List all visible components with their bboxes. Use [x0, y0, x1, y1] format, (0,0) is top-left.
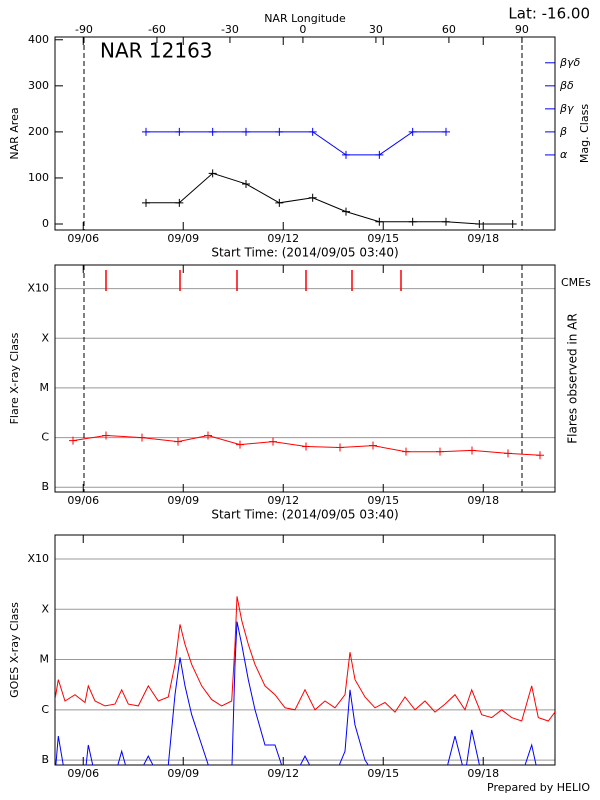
point-marker — [375, 217, 384, 226]
x-tick-label: 09/18 — [467, 232, 499, 245]
point-marker — [138, 433, 146, 442]
x-tick-label: 09/18 — [467, 767, 499, 780]
point-marker — [308, 193, 317, 202]
y-axis-title: Flare X-ray Class — [8, 332, 21, 424]
point-marker — [442, 217, 450, 226]
x-tick-label: 09/09 — [167, 767, 199, 780]
series-line — [146, 172, 513, 225]
x-axis-title: Start Time: (2014/09/05 03:40) — [211, 508, 398, 522]
x-tick-label: 09/06 — [67, 232, 99, 245]
point-marker — [375, 150, 384, 159]
point-marker — [175, 198, 184, 207]
x-tick-label: 09/12 — [267, 494, 299, 507]
y-tick-label: B — [41, 753, 49, 766]
point-marker — [142, 127, 150, 136]
panel-title: NAR 12163 — [100, 39, 213, 63]
x-tick-label: 09/12 — [267, 767, 299, 780]
x2-tick-label: 0 — [299, 23, 306, 36]
point-marker — [208, 127, 217, 136]
x2-tick-label: -60 — [148, 23, 166, 36]
point-marker — [269, 437, 277, 446]
point-marker — [142, 198, 150, 207]
point-marker — [536, 451, 544, 460]
y-tick-label: C — [41, 703, 49, 716]
point-marker — [475, 220, 484, 229]
y2-tick-label: βγ — [559, 102, 574, 115]
point-marker — [208, 169, 217, 178]
point-marker — [69, 436, 77, 445]
y-tick-label: M — [40, 653, 50, 666]
x2-axis-title: NAR Longitude — [264, 12, 346, 25]
point-marker — [275, 127, 284, 136]
x2-tick-label: 90 — [515, 23, 529, 36]
point-marker — [342, 150, 350, 159]
point-marker — [236, 440, 244, 449]
point-marker — [342, 207, 350, 216]
point-marker — [174, 437, 182, 446]
point-marker — [408, 127, 417, 136]
y-tick-label: B — [41, 480, 49, 493]
footer: Prepared by HELIO — [487, 781, 590, 794]
x-tick-label: 09/15 — [367, 232, 399, 245]
x2-tick-label: 60 — [442, 23, 456, 36]
point-marker — [408, 217, 417, 226]
y-tick-label: 100 — [28, 171, 49, 184]
point-marker — [102, 431, 110, 440]
point-marker — [402, 447, 410, 456]
point-marker — [468, 446, 476, 455]
point-marker — [302, 442, 310, 451]
point-marker — [242, 127, 250, 136]
y-tick-label: 300 — [28, 79, 49, 92]
x-tick-label: 09/06 — [67, 494, 99, 507]
point-marker — [175, 127, 184, 136]
plot-frame — [54, 534, 556, 766]
point-marker — [508, 220, 517, 229]
x-axis-title: Start Time: (2014/09/05 03:40) — [211, 246, 398, 260]
x-tick-label: 09/18 — [467, 494, 499, 507]
x2-tick-label: 30 — [369, 23, 383, 36]
x2-tick-label: -90 — [75, 23, 93, 36]
series-line — [55, 596, 555, 722]
point-marker — [369, 441, 377, 450]
y2-tick-label: α — [560, 148, 568, 161]
x-tick-label: 09/15 — [367, 767, 399, 780]
point-marker — [336, 443, 344, 452]
plot-frame — [54, 264, 556, 493]
y-tick-label: M — [40, 381, 50, 394]
y-tick-label: C — [41, 431, 49, 444]
y-tick-label: X10 — [27, 282, 49, 295]
y-tick-label: 200 — [28, 125, 49, 138]
x-tick-label: 09/09 — [167, 494, 199, 507]
point-marker — [275, 198, 284, 207]
y2-axis-title: Mag. Class — [578, 104, 591, 163]
cme-label: CMEs — [561, 276, 591, 289]
x-tick-label: 09/15 — [367, 494, 399, 507]
y-tick-label: 400 — [28, 33, 49, 46]
y-axis-title: GOES X-ray Class — [8, 602, 21, 698]
y-axis-title: NAR Area — [8, 107, 21, 159]
plot-frame — [54, 36, 556, 231]
point-marker — [242, 179, 250, 188]
y2-tick-label: β — [559, 125, 567, 138]
point-marker — [204, 431, 212, 440]
x-tick-label: 09/09 — [167, 232, 199, 245]
series-line — [55, 621, 537, 765]
series-line — [146, 131, 446, 156]
annotation: Lat: -16.00 — [508, 5, 590, 23]
y2-axis-title: Flares observed in AR — [566, 313, 580, 443]
point-marker — [436, 447, 444, 456]
x-tick-label: 09/06 — [67, 767, 99, 780]
x2-tick-label: -30 — [221, 23, 239, 36]
point-marker — [308, 127, 317, 136]
y2-tick-label: βδ — [559, 79, 574, 92]
x-tick-label: 09/12 — [267, 232, 299, 245]
y2-tick-label: βγδ — [559, 56, 581, 69]
y-tick-label: 0 — [42, 217, 49, 230]
y-tick-label: X10 — [27, 552, 49, 565]
point-marker — [504, 449, 512, 458]
y-tick-label: X — [41, 331, 49, 344]
point-marker — [442, 127, 450, 136]
y-tick-label: X — [41, 602, 49, 615]
